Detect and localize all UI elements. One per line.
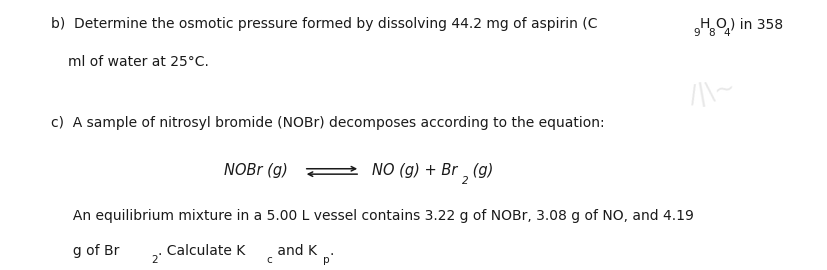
Text: An equilibrium mixture in a 5.00 L vessel contains 3.22 g of NOBr, 3.08 g of NO,: An equilibrium mixture in a 5.00 L vesse… bbox=[51, 209, 693, 223]
Text: p: p bbox=[323, 255, 329, 265]
Text: 8: 8 bbox=[707, 28, 714, 38]
Text: and K: and K bbox=[273, 244, 317, 258]
Text: O: O bbox=[714, 17, 725, 31]
Text: .: . bbox=[330, 244, 334, 258]
Text: NO (g) + Br: NO (g) + Br bbox=[371, 164, 457, 178]
Text: 4: 4 bbox=[722, 28, 729, 38]
Text: /|\~: /|\~ bbox=[686, 76, 736, 109]
Text: NOBr (g): NOBr (g) bbox=[223, 164, 287, 178]
Text: g of Br: g of Br bbox=[51, 244, 120, 258]
Text: b)  Determine the osmotic pressure formed by dissolving 44.2 mg of aspirin (C: b) Determine the osmotic pressure formed… bbox=[51, 17, 597, 31]
Text: (g): (g) bbox=[468, 164, 493, 178]
Text: . Calculate K: . Calculate K bbox=[158, 244, 245, 258]
Text: 2: 2 bbox=[151, 255, 158, 265]
Text: H: H bbox=[699, 17, 710, 31]
Text: 9: 9 bbox=[692, 28, 699, 38]
Text: c: c bbox=[266, 255, 272, 265]
Text: ) in 358: ) in 358 bbox=[729, 17, 782, 31]
Text: c)  A sample of nitrosyl bromide (NOBr) decomposes according to the equation:: c) A sample of nitrosyl bromide (NOBr) d… bbox=[51, 116, 605, 130]
Text: 2: 2 bbox=[461, 176, 467, 185]
Text: ml of water at 25°C.: ml of water at 25°C. bbox=[68, 55, 208, 69]
